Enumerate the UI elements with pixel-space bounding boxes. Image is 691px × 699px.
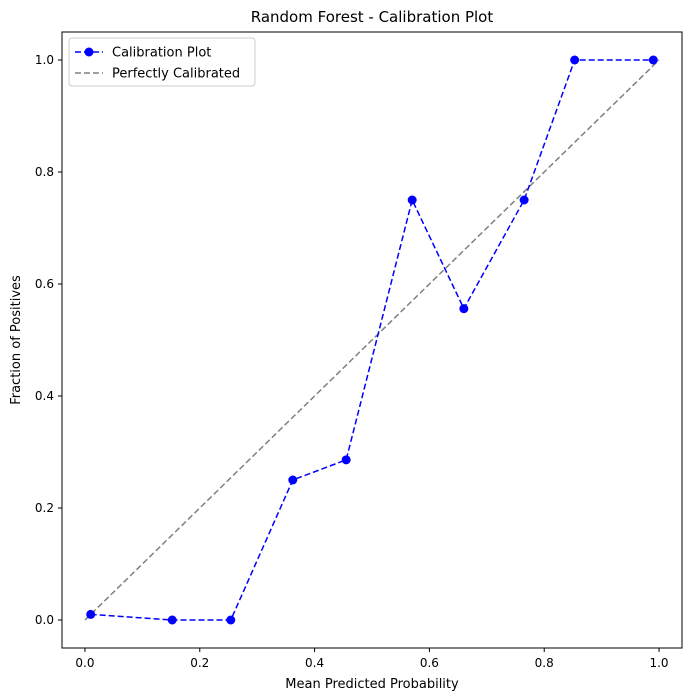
y-tick-label: 0.2 — [35, 501, 54, 515]
y-axis-ticks: 0.0 0.2 0.4 0.6 0.8 1.0 — [35, 53, 62, 627]
x-axis-label: Mean Predicted Probability — [285, 677, 459, 692]
series-layer — [84, 55, 660, 625]
calibration-point — [519, 195, 529, 205]
plot-area-frame — [61, 31, 683, 649]
x-tick-label: 0.2 — [190, 656, 209, 670]
perfectly-calibrated-line — [84, 59, 660, 621]
legend-label-perfect: Perfectly Calibrated — [112, 67, 240, 82]
calibration-point — [570, 55, 580, 65]
x-tick-label: 1.0 — [649, 656, 668, 670]
calibration-point — [459, 304, 469, 314]
calibration-point — [288, 475, 298, 485]
x-axis-ticks: 0.0 0.2 0.4 0.6 0.8 1.0 — [75, 648, 669, 670]
calibration-point — [407, 195, 417, 205]
y-axis-label: Fraction of Positives — [9, 275, 24, 405]
legend-box — [68, 37, 256, 87]
x-tick-label: 0.4 — [305, 656, 324, 670]
calibration-point — [341, 455, 351, 465]
x-tick-label: 0.0 — [75, 656, 94, 670]
y-tick-label: 0.0 — [35, 613, 54, 627]
calibration-plot-line — [90, 59, 654, 621]
x-tick-label: 0.8 — [535, 656, 554, 670]
y-tick-label: 0.6 — [35, 277, 54, 291]
calibration-point — [648, 55, 658, 65]
calibration-point — [86, 609, 96, 619]
y-tick-label: 0.4 — [35, 389, 54, 403]
chart-title: Random Forest - Calibration Plot — [251, 8, 494, 26]
legend: Calibration Plot Perfectly Calibrated — [68, 37, 256, 87]
x-tick-label: 0.6 — [420, 656, 439, 670]
calibration-point — [167, 615, 177, 625]
legend-marker-calibration — [84, 47, 94, 57]
legend-label-calibration: Calibration Plot — [112, 46, 211, 61]
y-tick-label: 1.0 — [35, 53, 54, 67]
y-tick-label: 0.8 — [35, 165, 54, 179]
calibration-point — [226, 615, 236, 625]
